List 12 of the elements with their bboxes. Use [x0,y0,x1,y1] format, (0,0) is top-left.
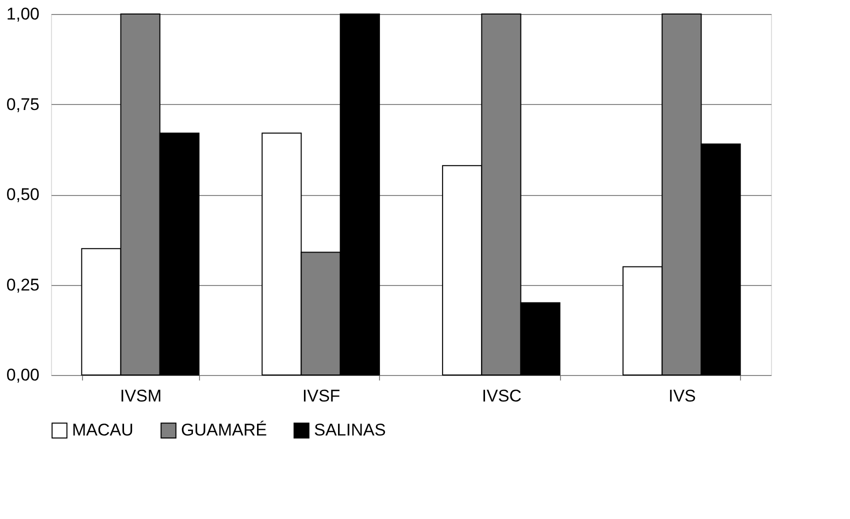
legend-label: MACAU [72,420,134,440]
x-tick-label: IVSF [302,386,340,406]
y-tick-label: 0,50 [6,185,40,204]
y-tick-label: 0,75 [6,94,40,114]
x-tick-label: IVS [668,386,696,406]
y-tick-label: 0,00 [6,366,40,384]
x-tick-label: IVSC [482,386,522,406]
y-tick-label: 1,00 [6,4,40,24]
legend-label: GUAMARÉ [181,420,267,440]
y-tick-label: 0,25 [6,275,40,294]
x-tick-label: IVSM [120,386,162,406]
legend-label: SALINAS [314,420,386,440]
